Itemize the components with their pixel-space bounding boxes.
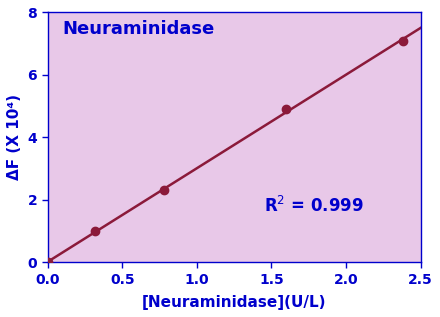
Text: R$^2$ = 0.999: R$^2$ = 0.999 (264, 196, 364, 216)
X-axis label: [Neuraminidase](U/L): [Neuraminidase](U/L) (142, 295, 326, 310)
Y-axis label: ΔF (X 10⁴): ΔF (X 10⁴) (7, 94, 22, 180)
Text: Neuraminidase: Neuraminidase (62, 20, 215, 38)
